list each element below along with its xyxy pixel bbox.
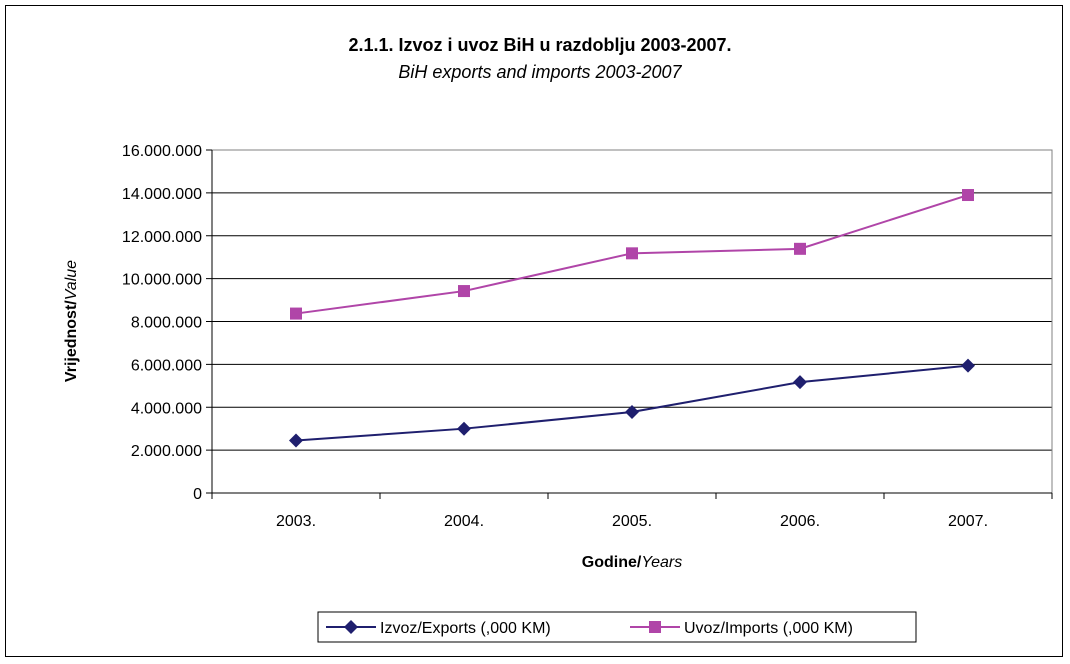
y-tick-label: 8.000.000: [131, 315, 202, 332]
data-point-1-0: [290, 307, 302, 320]
data-point-0-3: [793, 375, 807, 390]
data-point-1-1: [458, 285, 470, 298]
x-tick-label: 2005.: [612, 513, 652, 530]
axes: 0 2.000.000 4.000.000 6.000.000 8.000.000 10.…: [122, 143, 1053, 530]
data-point-0-0: [289, 433, 303, 448]
x-axis-title-italic: Years: [641, 554, 682, 571]
x-tick-label: 2007.: [948, 513, 988, 530]
y-axis-title: Vrijednost/Value: [63, 260, 80, 382]
legend: Izvoz/Exports (,000 KM) Uvoz/Imports (,0…: [317, 611, 917, 643]
data-point-0-2: [625, 404, 639, 419]
gridlines: [212, 149, 1052, 451]
chart-frame: [5, 5, 1063, 657]
chart-title: 2.1.1. Izvoz i uvoz BiH u razdoblju 2003…: [348, 35, 731, 55]
y-tick-label: 14.000.000: [122, 186, 202, 203]
legend-label-imports: Uvoz/Imports (,000 KM): [684, 620, 853, 637]
y-axis-title-bold: Vrijednost/: [63, 300, 80, 382]
y-tick-label: 10.000.000: [122, 272, 202, 289]
data-point-0-4: [961, 358, 975, 373]
x-tick-label: 2003.: [276, 513, 316, 530]
legend-marker-exports: [344, 620, 358, 634]
y-tick-label: 4.000.000: [131, 400, 202, 417]
data-point-1-2: [626, 247, 638, 260]
legend-marker-imports: [649, 621, 661, 633]
x-tick-label: 2004.: [444, 513, 484, 530]
y-tick-label: 6.000.000: [131, 357, 202, 374]
data-point-1-3: [794, 242, 806, 255]
x-axis-title: Godine/Years: [582, 554, 682, 571]
y-tick-label: 0: [193, 486, 202, 503]
legend-label-exports: Izvoz/Exports (,000 KM): [380, 620, 551, 637]
legend-box: [317, 611, 917, 643]
y-axis-title-italic: Value: [63, 260, 80, 300]
chart-subtitle: BiH exports and imports 2003-2007: [398, 62, 682, 82]
series-layer: [289, 189, 975, 448]
y-tick-label: 12.000.000: [122, 229, 202, 246]
data-point-0-1: [457, 421, 471, 436]
x-tick-label: 2006.: [780, 513, 820, 530]
series-line-0: [295, 364, 969, 442]
data-point-1-4: [962, 189, 974, 202]
y-tick-label: 16.000.000: [122, 143, 202, 160]
y-tick-label: 2.000.000: [131, 443, 202, 460]
x-axis-title-bold: Godine/: [582, 554, 642, 571]
